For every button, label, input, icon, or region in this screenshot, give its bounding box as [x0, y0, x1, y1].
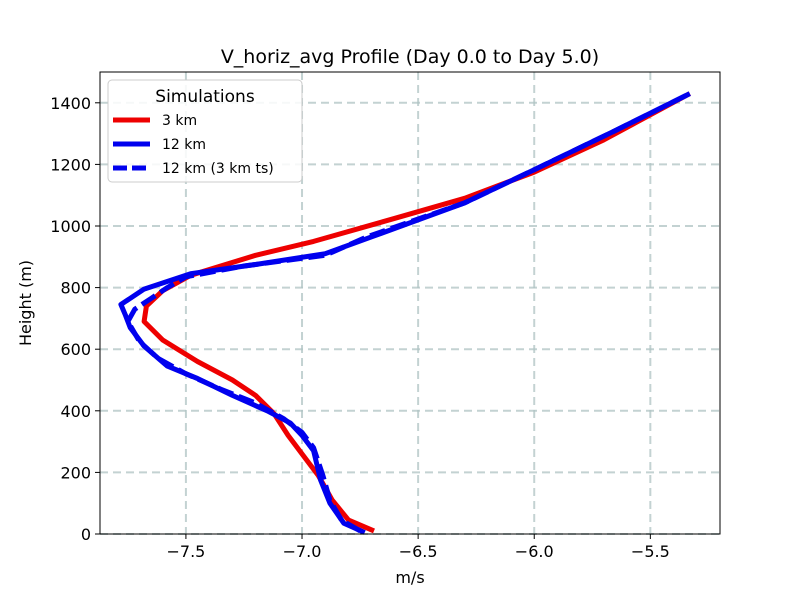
series-lines	[118, 91, 691, 535]
legend-entries: 3 km 12 km 12 km (3 km ts)	[113, 113, 274, 177]
legend: Simulations 3 km 12 km 12 km (3 km ts)	[107, 79, 303, 183]
y-tick-label: 1000	[50, 217, 91, 236]
y-tick-label: 0	[81, 525, 91, 544]
legend-label-1: 3 km	[162, 113, 197, 129]
legend-box	[107, 79, 303, 183]
chart-title: V_horiz_avg Profile (Day 0.0 to Day 5.0)	[221, 46, 599, 68]
plot-frame	[99, 71, 721, 535]
x-axis-label: m/s	[395, 568, 424, 587]
x-tick-label: −6.5	[399, 542, 438, 561]
series-line-1	[141, 91, 691, 534]
legend-label-2: 12 km	[162, 137, 206, 153]
x-tick-label: −7.5	[166, 542, 205, 561]
x-tick-label: −5.5	[631, 542, 670, 561]
x-tick-label: −7.0	[283, 542, 322, 561]
y-tick-label: 600	[60, 340, 91, 359]
x-tick-label: −6.0	[515, 542, 554, 561]
y-axis-label: Height (m)	[16, 260, 35, 346]
y-tick-label: 800	[60, 279, 91, 298]
y-tick-label: 1400	[50, 94, 91, 113]
y-tick-label: 200	[60, 463, 91, 482]
x-axis-ticks: −7.5 −7.0 −6.5 −6.0 −5.5	[166, 534, 670, 561]
y-axis-ticks: 0 200 400 600 800 1000 1200 1400	[50, 94, 100, 544]
y-tick-label: 1200	[50, 155, 91, 174]
legend-label-3: 12 km (3 km ts)	[162, 161, 274, 177]
series-line-3	[125, 91, 691, 534]
y-tick-label: 400	[60, 402, 91, 421]
legend-title: Simulations	[155, 87, 255, 107]
